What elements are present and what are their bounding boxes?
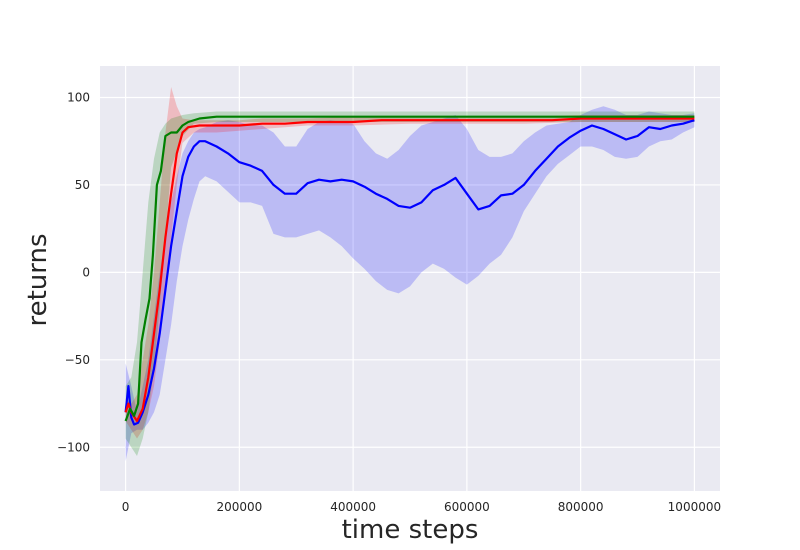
x-axis-ticks: 0 200000 400000 600000 800000 1000000 bbox=[122, 500, 721, 514]
series-0-line bbox=[124, 119, 695, 426]
series-2-line bbox=[124, 115, 695, 422]
series-1-line bbox=[124, 117, 695, 423]
y-tick-label: −50 bbox=[65, 353, 90, 367]
series-1-band bbox=[125, 87, 695, 439]
x-tick-label: 1000000 bbox=[668, 500, 721, 514]
grid bbox=[100, 66, 720, 491]
y-tick-label: 50 bbox=[75, 178, 90, 192]
y-axis-label: returns bbox=[23, 233, 53, 326]
y-tick-label: 100 bbox=[67, 90, 90, 104]
x-tick-label: 800000 bbox=[558, 500, 604, 514]
y-tick-label: −100 bbox=[57, 440, 90, 454]
y-axis-ticks: −100 −50 0 50 100 bbox=[57, 90, 90, 454]
y-tick-label: 0 bbox=[82, 265, 90, 279]
plot-area bbox=[100, 66, 720, 491]
x-tick-label: 600000 bbox=[444, 500, 490, 514]
x-tick-label: 0 bbox=[122, 500, 130, 514]
confidence-bands bbox=[125, 87, 695, 462]
x-tick-label: 200000 bbox=[216, 500, 262, 514]
series-0-band bbox=[125, 106, 695, 462]
x-tick-label: 400000 bbox=[330, 500, 376, 514]
x-axis-label: time steps bbox=[342, 515, 479, 545]
series-lines bbox=[124, 115, 695, 426]
